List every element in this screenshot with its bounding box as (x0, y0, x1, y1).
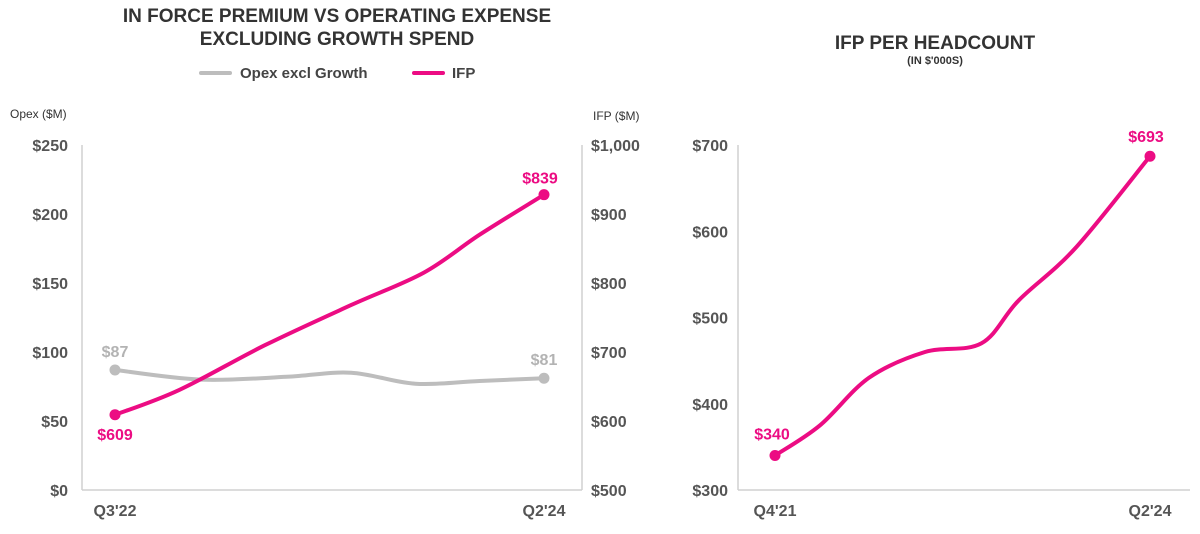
ifp-end-label: $839 (522, 171, 558, 188)
chart-ifp-per-headcount: IFP PER HEADCOUNT (IN $'000S) $300 $400 … (692, 33, 1190, 520)
legend-opex-label: Opex excl Growth (240, 65, 368, 82)
opex-start-point (109, 364, 121, 376)
ifp-series-line (113, 192, 546, 417)
chart1-ytick-label: $100 (32, 345, 68, 362)
chart1-legend: Opex excl Growth IFP (199, 65, 475, 82)
chart1-right-axis-name: IFP ($M) (593, 109, 639, 123)
ifp-headcount-start-point (769, 450, 781, 461)
opex-start-label: $87 (102, 344, 129, 361)
chart1-y2tick-label: $800 (591, 276, 627, 293)
chart2-ytick-label: $700 (692, 138, 728, 155)
ifp-end-point (538, 189, 550, 201)
chart1-ytick-label: $250 (32, 138, 68, 155)
chart1-left-axis-name: Opex ($M) (10, 107, 67, 121)
chart2-ytick-label: $300 (692, 483, 728, 500)
ifp-headcount-end-point (1144, 150, 1156, 162)
chart1-y2tick-label: $1,000 (591, 138, 640, 155)
chart1-ytick-label: $0 (50, 483, 68, 500)
chart2-ytick-label: $600 (692, 224, 728, 241)
ifp-headcount-end-label: $693 (1128, 129, 1164, 146)
ifp-headcount-series-line (773, 154, 1152, 458)
chart-ifp-vs-opex: IN FORCE PREMIUM VS OPERATING EXPENSE EX… (10, 6, 640, 520)
chart1-title-line2: EXCLUDING GROWTH SPEND (200, 29, 474, 50)
chart1-ytick-label: $150 (32, 276, 68, 293)
chart2-xtick-end: Q2'24 (1129, 503, 1172, 520)
chart2-title: IFP PER HEADCOUNT (835, 33, 1036, 54)
ifp-start-point (109, 409, 121, 421)
chart1-xtick-end: Q2'24 (523, 503, 566, 520)
chart1-xtick-start: Q3'22 (94, 503, 137, 520)
chart1-left-ticks: $0 $50 $100 $150 $200 $250 (32, 138, 68, 500)
opex-end-point (538, 372, 550, 384)
chart2-xtick-start: Q4'21 (754, 503, 797, 520)
chart1-title-line1: IN FORCE PREMIUM VS OPERATING EXPENSE (123, 6, 551, 27)
chart2-y-ticks: $300 $400 $500 $600 $700 (692, 138, 728, 500)
chart1-ytick-label: $50 (41, 414, 68, 431)
opex-end-label: $81 (531, 352, 558, 369)
chart1-y2tick-label: $900 (591, 207, 627, 224)
chart2-ytick-label: $400 (692, 397, 728, 414)
ifp-headcount-start-label: $340 (754, 427, 790, 444)
chart1-ytick-label: $200 (32, 207, 68, 224)
opex-series-line (113, 367, 546, 387)
chart2-subtitle: (IN $'000S) (907, 55, 963, 67)
chart1-y2tick-label: $500 (591, 483, 627, 500)
legend-ifp-label: IFP (452, 65, 475, 82)
chart1-y2tick-label: $700 (591, 345, 627, 362)
chart1-right-ticks: $500 $600 $700 $800 $900 $1,000 (591, 138, 640, 500)
chart1-y2tick-label: $600 (591, 414, 627, 431)
chart2-ytick-label: $500 (692, 311, 728, 328)
ifp-start-label: $609 (97, 427, 133, 444)
